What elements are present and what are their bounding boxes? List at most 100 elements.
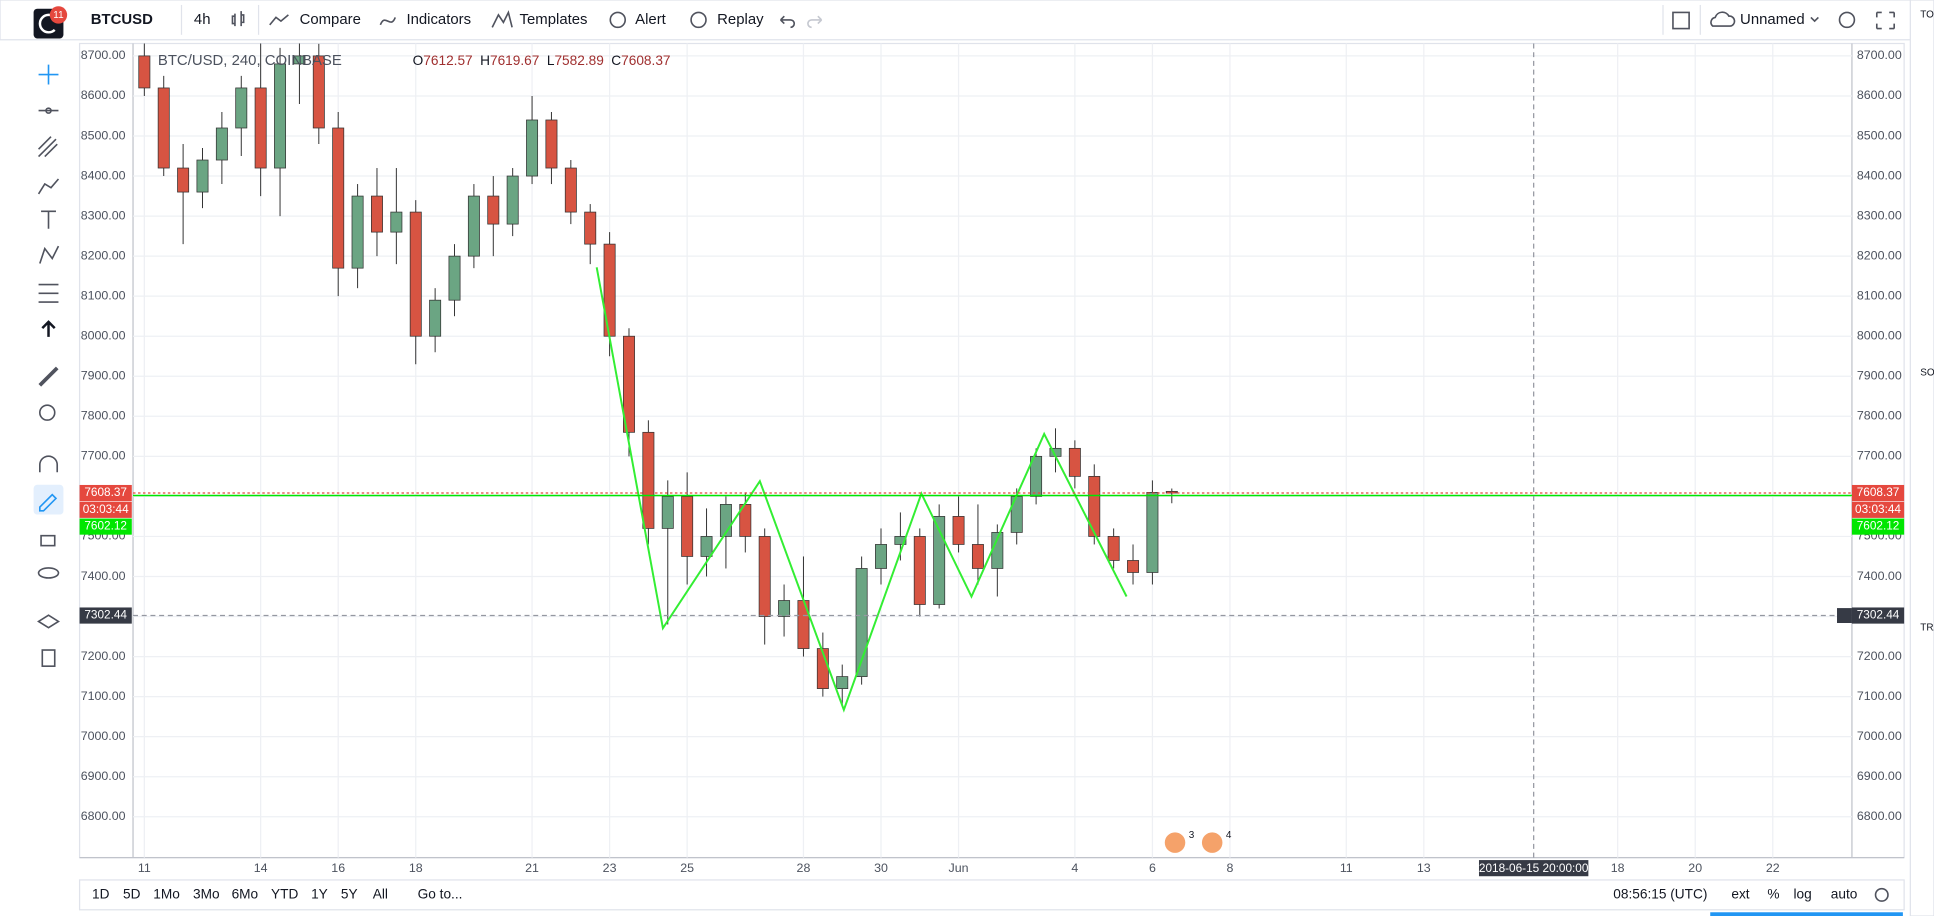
candle-body xyxy=(719,504,732,537)
top-toolbar xyxy=(0,0,1934,41)
legend: BTC/USD, 240, COINBASE xyxy=(158,53,342,69)
y-tick-label: 8200.00 xyxy=(1857,248,1902,262)
crosshair-tool[interactable] xyxy=(38,64,59,85)
y-tick-label: 7000.00 xyxy=(1857,729,1902,743)
x-tick-label: 14 xyxy=(254,861,268,875)
zigzag-line xyxy=(595,267,1128,713)
drawing-toolbar xyxy=(0,41,73,916)
ohlc-value: 7612.57 xyxy=(423,53,472,68)
x-tick-label: 23 xyxy=(603,861,617,875)
event-icon[interactable] xyxy=(1200,830,1225,855)
templates-button[interactable]: Templates xyxy=(520,12,588,28)
layout-menu[interactable] xyxy=(1810,16,1819,23)
candle-body xyxy=(371,195,383,233)
candle-body xyxy=(506,175,519,225)
settings-button[interactable] xyxy=(1838,11,1856,29)
visibility-tool[interactable] xyxy=(37,567,60,579)
indicators-button[interactable]: Indicators xyxy=(406,12,471,28)
magnet-tool[interactable] xyxy=(39,455,59,473)
panel-label: TRA xyxy=(1920,622,1934,633)
candle-body xyxy=(254,87,267,169)
legend-title: BTC/USD, 240, COINBASE xyxy=(158,53,342,69)
brush-tool[interactable] xyxy=(37,178,60,195)
layout-name[interactable]: Unnamed xyxy=(1740,12,1805,28)
last-price-tag-bg xyxy=(79,484,132,502)
alert-button[interactable]: Alert xyxy=(635,12,667,28)
range-button[interactable]: 6Mo xyxy=(232,886,259,901)
x-tick-label: 4 xyxy=(1071,861,1078,875)
bid-price-tag: 7602.12 xyxy=(84,519,127,533)
candle-body xyxy=(855,568,868,677)
add-alert-button[interactable] xyxy=(1837,608,1852,624)
range-button[interactable]: 1Mo xyxy=(153,886,180,901)
range-button[interactable]: 1Y xyxy=(311,886,328,901)
range-button[interactable]: 5D xyxy=(123,886,141,901)
ext-toggle[interactable]: ext xyxy=(1731,886,1749,901)
countdown-tag: 03:03:44 xyxy=(83,502,129,516)
ruler-tool[interactable] xyxy=(38,366,59,387)
draw-mode-tool[interactable] xyxy=(39,493,58,512)
range-button[interactable]: All xyxy=(373,886,388,901)
symbol[interactable]: BTCUSD xyxy=(91,12,153,28)
y-tick-label: 7900.00 xyxy=(1857,369,1902,383)
countdown-tag: 03:03:44 xyxy=(1855,502,1901,516)
chart-style-icon[interactable] xyxy=(231,11,245,27)
lock-tool[interactable] xyxy=(40,534,56,547)
y-tick-label: 8300.00 xyxy=(81,208,126,222)
range-button[interactable]: YTD xyxy=(271,886,298,901)
zoom-tool[interactable] xyxy=(39,404,56,421)
y-tick-label: 7800.00 xyxy=(1857,409,1902,423)
compare-button[interactable]: Compare xyxy=(300,12,361,28)
icons-tool[interactable] xyxy=(41,320,56,337)
y-tick-label: 7900.00 xyxy=(81,369,126,383)
candle-body xyxy=(138,55,151,89)
y-tick-label: 8300.00 xyxy=(1857,208,1902,222)
percent-toggle[interactable]: % xyxy=(1767,886,1779,901)
redo-button[interactable] xyxy=(807,15,823,29)
candle-body xyxy=(603,243,616,337)
layout-button[interactable] xyxy=(1672,11,1690,30)
range-button[interactable]: 3Mo xyxy=(193,886,220,901)
log-toggle[interactable]: log xyxy=(1794,886,1812,901)
y-tick-label: 6900.00 xyxy=(81,769,126,783)
pitchfork-tool[interactable] xyxy=(37,136,58,158)
x-tick-label: 13 xyxy=(1417,861,1431,875)
candle-body xyxy=(1146,492,1159,573)
y-tick-label: 8200.00 xyxy=(81,248,126,262)
cloud-icon xyxy=(1710,11,1736,27)
remove-tool[interactable] xyxy=(41,649,56,667)
text-tool[interactable] xyxy=(41,210,56,229)
replay-icon xyxy=(690,11,707,29)
auto-toggle[interactable]: auto xyxy=(1831,886,1858,901)
ohlc-label: L xyxy=(547,53,555,68)
fullscreen-button[interactable] xyxy=(1875,11,1895,30)
countdown-tag-bg xyxy=(1851,501,1905,518)
x-tick-label: 18 xyxy=(1611,861,1625,875)
panel-label: SOC xyxy=(1920,367,1934,378)
x-tick-label: 28 xyxy=(797,861,811,875)
range-button[interactable]: 1D xyxy=(92,886,110,901)
candle-body xyxy=(623,335,635,433)
ohlc-label: C xyxy=(611,53,621,68)
range-button[interactable]: 5Y xyxy=(341,886,358,901)
candle-body xyxy=(429,299,442,337)
y-tick-label: 8100.00 xyxy=(81,288,126,302)
y-tick-label: 6900.00 xyxy=(1857,769,1902,783)
tab-indicator xyxy=(1710,912,1903,916)
axis-settings[interactable] xyxy=(1874,887,1889,902)
alert-icon xyxy=(609,11,627,29)
goto-button[interactable]: Go to... xyxy=(418,886,463,901)
event-icon[interactable] xyxy=(1162,830,1188,855)
candle-body xyxy=(1107,536,1120,561)
interval[interactable]: 4h xyxy=(194,12,211,28)
prediction-tool[interactable] xyxy=(38,283,59,303)
candle-body xyxy=(661,496,674,529)
replay-button[interactable]: Replay xyxy=(717,12,764,28)
pattern-tool[interactable] xyxy=(39,245,60,264)
candle-body xyxy=(778,600,791,617)
event-count: 3 xyxy=(1189,830,1195,841)
undo-button[interactable] xyxy=(779,15,796,29)
object-tree[interactable] xyxy=(37,614,60,629)
candle-body xyxy=(448,255,461,301)
candle-body xyxy=(235,87,248,129)
